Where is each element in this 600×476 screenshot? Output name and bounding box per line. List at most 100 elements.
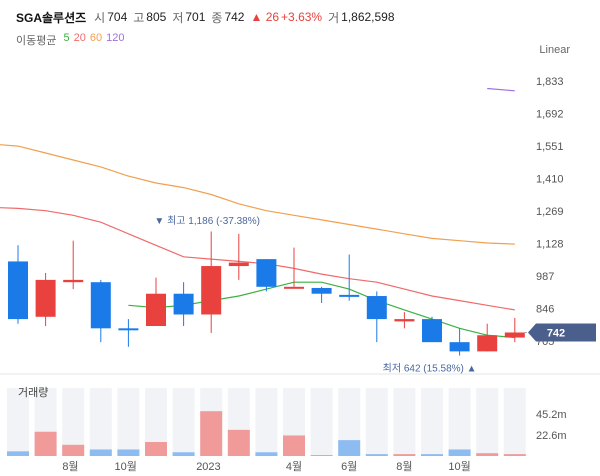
volume-bar [283, 435, 305, 456]
ma-line-20 [0, 207, 515, 311]
volume-column-bg [503, 388, 526, 456]
volume-bar [145, 442, 167, 456]
open-value: 704 [107, 10, 128, 24]
volume-bar [34, 431, 57, 456]
volume-column-bg [89, 388, 112, 456]
volume-bar [117, 449, 140, 456]
price-tick-label: 846 [536, 303, 554, 315]
low-label: 저 [172, 10, 184, 25]
volume-bar [172, 452, 195, 456]
price-tick-label: 1,410 [536, 173, 564, 185]
x-tick-label: 8월 [62, 460, 78, 473]
candle-body [366, 296, 387, 320]
low-annotation: 최저 642 (15.58%) ▲ [383, 363, 477, 375]
x-tick-label: 10월 [114, 460, 136, 473]
candle-body [477, 335, 498, 352]
candle-body [256, 259, 277, 287]
candle-body [311, 287, 332, 294]
volume-column-bg [310, 388, 333, 456]
open-label: 시 [94, 10, 106, 25]
candle-body [146, 293, 166, 327]
ma-legend-item-60[interactable]: 60 [89, 32, 103, 44]
candle-body [422, 319, 442, 343]
x-tick-label: 6월 [341, 460, 357, 473]
volume-title: 거래량 [18, 387, 49, 399]
ma-line-60 [0, 144, 515, 245]
volume-bar [255, 452, 278, 456]
candle-body [228, 262, 249, 267]
change-percent: +3.63% [281, 10, 323, 24]
stock-name: SGA솔루션즈 [16, 10, 87, 25]
volume-column-bg [338, 388, 361, 456]
x-tick-label: 8월 [396, 460, 412, 473]
volume-bar [421, 454, 443, 456]
ma-legend: 이동평균 5 20 60 120 [16, 32, 124, 48]
scale-mode-toggle[interactable]: Linear [539, 44, 570, 56]
ma-legend-item-20[interactable]: 20 [73, 32, 86, 44]
volume-tick-label: 22.6m [536, 430, 567, 442]
volume-value: 1,862,598 [341, 10, 395, 24]
volume-bar [62, 444, 85, 456]
low-value: 701 [185, 10, 206, 24]
volume-column-bg [421, 388, 443, 456]
price-tick-label: 1,128 [536, 238, 564, 250]
close-label: 종 [211, 10, 223, 25]
volume-bar [476, 453, 499, 456]
volume-column-bg [393, 388, 416, 456]
volume-tick-label: 45.2m [536, 409, 567, 421]
x-tick-label: 2023 [196, 461, 220, 473]
volume-bar [338, 440, 361, 456]
candle-body [8, 261, 28, 320]
candle-body [504, 332, 525, 338]
volume-column-bg [62, 388, 85, 456]
candle-body [339, 294, 360, 297]
high-annotation: ▼ 최고 1,186 (-37.38%) [154, 215, 260, 227]
candle-body [118, 328, 139, 331]
ma-legend-title: 이동평균 [16, 35, 57, 47]
volume-column-bg [172, 388, 195, 456]
volume-column-bg [7, 388, 29, 456]
candle-body [284, 286, 304, 289]
candle-body [173, 293, 194, 315]
price-tick-label: 1,692 [536, 108, 564, 120]
volume-column-bg [255, 388, 278, 456]
high-value: 805 [146, 10, 167, 24]
price-tick-label: 987 [536, 271, 554, 283]
volume-bar [448, 449, 471, 456]
volume-bar [7, 451, 29, 456]
volume-bar [503, 454, 526, 456]
stock-header: SGA솔루션즈 시 704 고 805 저 701 종 742 ▲ 26 +3.… [16, 8, 401, 26]
volume-bar [89, 449, 112, 456]
high-label: 고 [133, 10, 145, 25]
price-tick-label: 1,833 [536, 76, 564, 88]
volume-bar [200, 411, 223, 456]
volume-column-bg [145, 388, 167, 456]
volume-column-bg [476, 388, 499, 456]
close-value: 742 [224, 10, 245, 24]
ma-legend-item-5[interactable]: 5 [63, 32, 70, 44]
current-price-label: 742 [547, 327, 565, 339]
current-price-tag [528, 323, 596, 342]
volume-bar [310, 455, 333, 456]
volume-column-bg [117, 388, 140, 456]
volume-label: 거 [328, 10, 340, 25]
candle-body [449, 342, 470, 352]
candle-body [394, 319, 415, 322]
x-tick-label: 4월 [286, 460, 302, 473]
candle-body [63, 279, 84, 283]
change-value: ▲ 26 [250, 10, 280, 24]
volume-bar [227, 429, 250, 456]
price-tick-label: 1,269 [536, 206, 564, 218]
ma-legend-item-120[interactable]: 120 [106, 32, 125, 44]
price-tick-label: 1,551 [536, 141, 564, 153]
x-tick-label: 10월 [448, 460, 470, 473]
volume-column-bg [448, 388, 471, 456]
candle-body [35, 279, 56, 317]
volume-bar [365, 454, 388, 456]
volume-column-bg [365, 388, 388, 456]
ma-line-120 [487, 87, 515, 92]
volume-bar [393, 454, 416, 456]
candle-body [90, 282, 111, 329]
candle-body [201, 266, 222, 315]
